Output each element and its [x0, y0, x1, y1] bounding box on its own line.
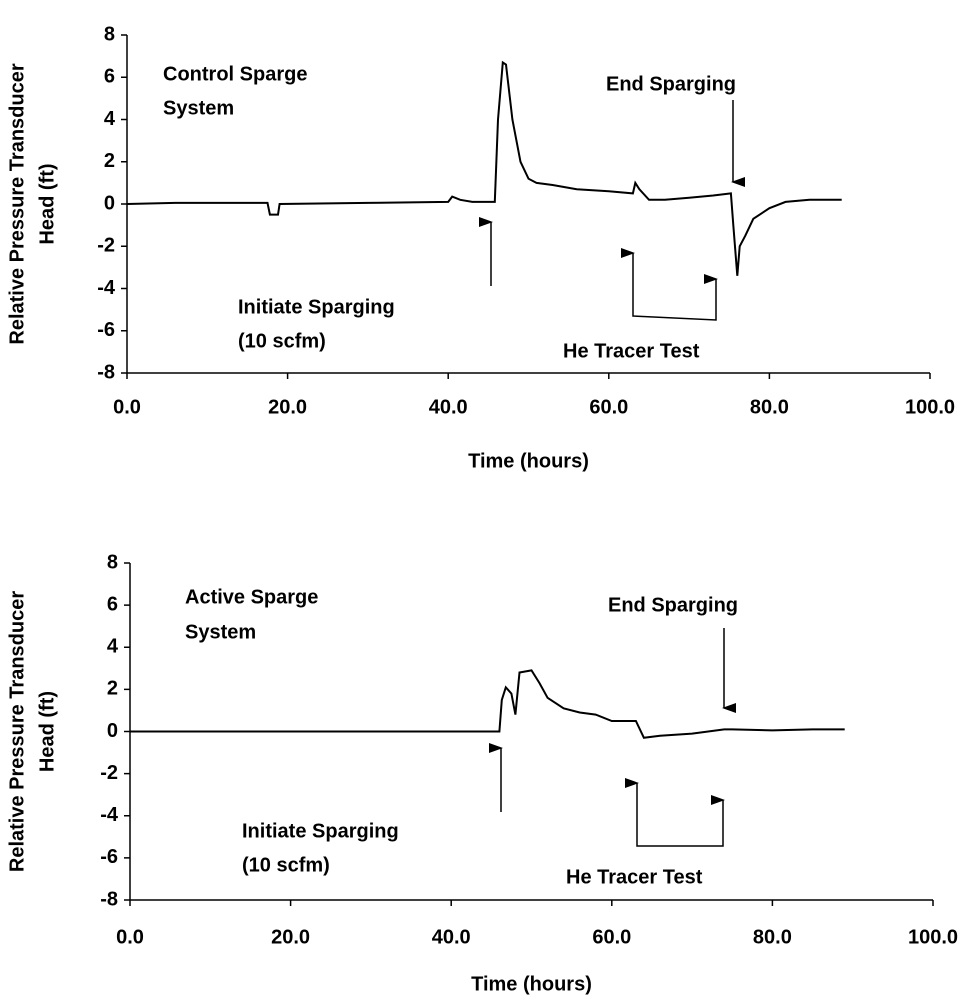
x-tick-label: 20.0 [268, 396, 307, 418]
y-axis-title: Relative Pressure Transducer [6, 591, 28, 872]
x-tick-label: 100.0 [908, 926, 958, 948]
annotation: System [185, 621, 256, 643]
y-tick-label: -4 [97, 277, 116, 299]
annotation: (10 scfm) [238, 330, 326, 352]
annotation: Initiate Sparging [238, 296, 395, 318]
y-tick-label: -2 [100, 762, 118, 784]
y-axis-title: Head (ft) [36, 691, 58, 772]
x-tick-label: 100.0 [905, 396, 955, 418]
arrows [479, 100, 745, 321]
x-tick-label: 20.0 [271, 926, 310, 948]
y-tick-label: -2 [97, 235, 115, 257]
x-tick-label: 0.0 [113, 396, 141, 418]
y-tick-label: 8 [107, 551, 118, 573]
annotation: (10 scfm) [242, 854, 330, 876]
annotation: Active Sparge [185, 586, 318, 608]
data-line [130, 669, 845, 739]
y-tick-label: 6 [104, 66, 115, 88]
y-tick-label: 0 [107, 720, 118, 742]
x-tick-label: 80.0 [753, 926, 792, 948]
x-tick-label: 40.0 [429, 396, 468, 418]
arrow [625, 778, 725, 847]
y-tick-label: 8 [104, 23, 115, 45]
annotation: Initiate Sparging [242, 820, 399, 842]
y-tick-label: -6 [97, 319, 115, 341]
y-tick-label: 4 [107, 636, 119, 658]
annotation: He Tracer Test [563, 340, 700, 362]
y-axis-title: Relative Pressure Transducer [6, 63, 28, 344]
x-axis-title: Time (hours) [471, 973, 592, 995]
x-axis-title: Time (hours) [468, 450, 589, 472]
x-tick-label: 80.0 [750, 396, 789, 418]
data-line [126, 60, 842, 276]
arrows [489, 628, 736, 847]
annotation: He Tracer Test [566, 866, 703, 888]
y-tick-label: -8 [100, 888, 118, 910]
y-tick-label: 2 [104, 150, 115, 172]
y-tick-label: 6 [107, 593, 118, 615]
annotation: System [163, 97, 234, 119]
y-tick-label: -4 [100, 804, 119, 826]
x-tick-label: 40.0 [432, 926, 471, 948]
x-tick-label: 0.0 [116, 926, 144, 948]
x-tick-label: 60.0 [592, 926, 631, 948]
y-tick-label: 2 [107, 678, 118, 700]
y-tick-label: -6 [100, 846, 118, 868]
annotation: End Sparging [608, 594, 738, 616]
x-tick-label: 60.0 [589, 396, 628, 418]
arrow [621, 248, 718, 321]
y-tick-label: 0 [104, 192, 115, 214]
y-axis-title: Head (ft) [36, 163, 58, 244]
annotation: Control Sparge [163, 63, 307, 85]
y-tick-label: 4 [104, 108, 116, 130]
y-tick-label: -8 [97, 361, 115, 383]
annotation: End Sparging [606, 73, 736, 95]
